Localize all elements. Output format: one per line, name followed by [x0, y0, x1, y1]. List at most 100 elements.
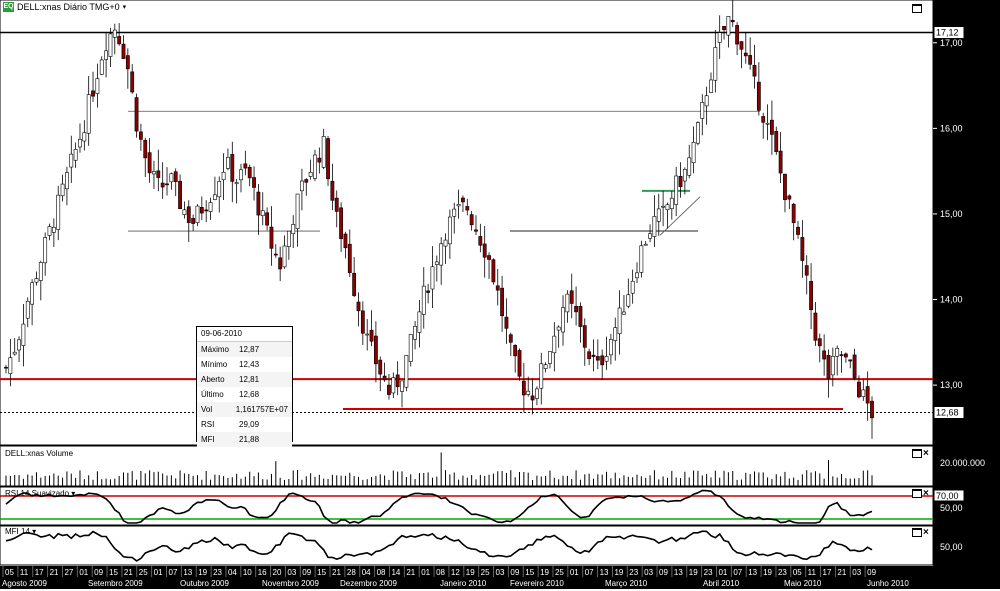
candle-body [830, 355, 835, 376]
candle-body [60, 183, 65, 197]
day-label: 21 [406, 568, 415, 577]
chevron-down-icon[interactable]: ▾ [122, 4, 127, 11]
candle-body [756, 81, 761, 111]
day-label: 25 [555, 568, 564, 577]
candle-body [582, 325, 587, 348]
day-label: 27 [64, 568, 73, 577]
candle-body [661, 205, 666, 208]
day-label: 23 [704, 568, 713, 577]
candle-body [156, 170, 161, 178]
candle-body [804, 265, 809, 276]
candle-body [665, 204, 670, 211]
mfi-title: MFI 14 ▾ [5, 527, 36, 536]
candle-body [112, 29, 117, 38]
candle-body [778, 150, 783, 174]
candle-body [56, 194, 61, 230]
mfi-chevron-down-icon[interactable]: ▾ [32, 527, 37, 536]
candle-body [104, 50, 108, 60]
candle-body [352, 272, 357, 296]
candle-body [726, 15, 731, 36]
candle-body [774, 130, 779, 152]
candle-body [648, 233, 652, 239]
tooltip-key: Vol [201, 405, 213, 414]
close-mfi-icon[interactable]: × [923, 527, 929, 538]
candle-body [735, 25, 739, 45]
candle-body [282, 245, 287, 268]
day-label: 23 [778, 568, 787, 577]
rsi-chevron-down-icon[interactable]: ▾ [71, 489, 76, 498]
candle-body [369, 329, 374, 342]
candle-body [839, 354, 844, 356]
day-label: 08 [377, 568, 386, 577]
tooltip-key: Mínimo [201, 360, 228, 369]
candle-body [626, 294, 631, 307]
candle-body [600, 355, 605, 366]
candle-body [408, 334, 413, 362]
candle-body [843, 353, 848, 358]
candle-body [861, 389, 866, 397]
candle-body [139, 131, 143, 140]
candle-body [569, 290, 574, 304]
day-label: 19 [689, 568, 698, 577]
rsi-mid-label: 50,00 [940, 503, 963, 513]
day-label: 04 [362, 568, 371, 577]
tooltip-value: 21,88 [239, 435, 260, 444]
day-label: 25 [481, 568, 490, 577]
candle-body [360, 310, 365, 334]
maximize-volume-icon[interactable] [912, 449, 922, 458]
day-label: 09 [659, 568, 668, 577]
candle-body [334, 197, 339, 212]
candle-body [356, 301, 361, 312]
day-label: 04 [228, 568, 237, 577]
day-label: 21 [332, 568, 341, 577]
day-label: 01 [570, 568, 579, 577]
candle-body [739, 41, 744, 50]
day-label: 01 [79, 568, 88, 577]
candle-body [165, 183, 169, 186]
maximize-rsi-icon[interactable] [912, 489, 922, 498]
candle-body [800, 237, 805, 261]
day-label: 28 [347, 568, 356, 577]
tooltip-row: Aberto 12,81 [197, 372, 292, 387]
tooltip-value: 12,81 [239, 375, 260, 384]
candle-body [865, 386, 870, 404]
candle-body [439, 243, 444, 266]
candle-body [4, 366, 8, 369]
maximize-mfi-icon[interactable] [912, 528, 922, 537]
day-label: 01 [421, 568, 430, 577]
candle-body [565, 293, 570, 313]
month-label: Dezembro 2009 [340, 579, 397, 588]
candle-body [526, 390, 531, 395]
tooltip-value: 12,68 [239, 390, 260, 399]
candle-body [330, 180, 335, 201]
candle-body [748, 55, 753, 65]
candle-body [25, 301, 30, 319]
symbol-icon[interactable]: EQ [3, 2, 14, 12]
day-label: 20 [273, 568, 282, 577]
candle-body [674, 175, 679, 205]
candle-body [17, 339, 21, 351]
close-rsi-icon[interactable]: × [923, 488, 929, 499]
candle-body [30, 282, 35, 305]
candle-body [212, 194, 217, 200]
day-label: 11 [808, 568, 817, 577]
candle-body [491, 259, 496, 283]
maximize-price-icon[interactable] [912, 4, 922, 13]
candle-body [256, 191, 261, 216]
candle-body [339, 207, 343, 240]
day-label: 25 [139, 568, 148, 577]
candle-body [217, 181, 222, 198]
day-label: 11 [20, 568, 29, 577]
candle-body [38, 262, 43, 281]
candle-body [717, 32, 722, 43]
candle-body [447, 216, 452, 245]
price-tick-label: 16,00 [940, 123, 963, 133]
close-volume-icon[interactable]: × [923, 448, 929, 459]
day-label: 09 [510, 568, 519, 577]
day-label: 17 [35, 568, 44, 577]
price-panel [0, 0, 934, 446]
candle-body [278, 257, 283, 270]
candle-body [456, 204, 461, 207]
candle-body [752, 64, 757, 77]
